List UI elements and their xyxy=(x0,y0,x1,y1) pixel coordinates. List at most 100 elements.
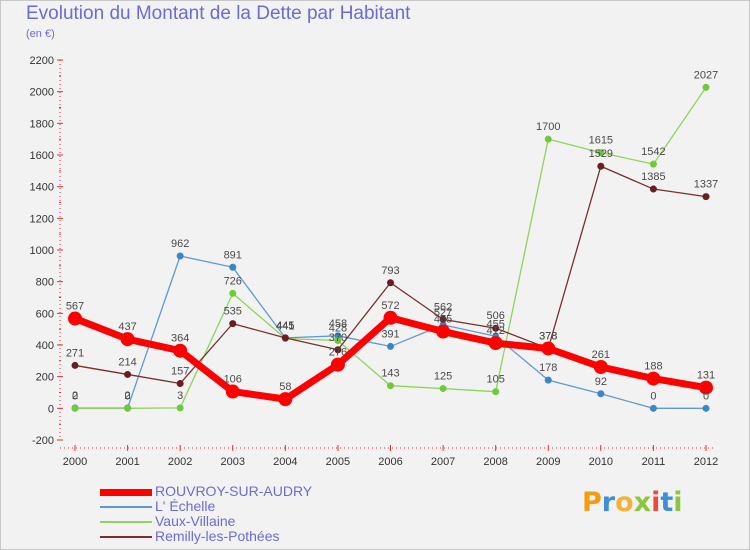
data-point xyxy=(646,371,661,386)
legend-label: L' Échelle xyxy=(155,498,216,514)
logo-letter: t xyxy=(660,487,674,518)
data-label: 445 xyxy=(276,320,294,332)
data-label: 143 xyxy=(381,368,399,380)
x-tick-label: 2002 xyxy=(168,456,192,468)
data-label: 458 xyxy=(329,318,347,330)
data-label: 0 xyxy=(703,390,709,402)
data-point xyxy=(176,252,184,260)
data-point xyxy=(281,334,289,342)
data-label: 0 xyxy=(72,390,78,402)
data-label: 106 xyxy=(224,374,242,386)
data-label: 567 xyxy=(66,301,84,313)
y-tick-label: 400 xyxy=(36,340,54,352)
chart-subtitle: (en €) xyxy=(26,28,55,40)
y-tick-label: 1400 xyxy=(30,182,54,194)
data-point xyxy=(229,289,237,297)
legend-label: Vaux-Villaine xyxy=(155,513,236,529)
logo-letter: i xyxy=(651,487,661,518)
data-label: 214 xyxy=(118,356,136,368)
data-point xyxy=(597,149,605,157)
chart-axes: -200020040060080010001200140016001800200… xyxy=(30,55,719,468)
data-point xyxy=(699,380,713,395)
legend-swatch xyxy=(100,488,152,496)
data-point xyxy=(436,324,451,339)
data-point xyxy=(387,382,394,390)
data-label: 506 xyxy=(486,310,504,322)
data-point xyxy=(387,279,394,287)
data-point xyxy=(334,346,342,354)
legend-swatch xyxy=(100,536,152,538)
series-value-labels: 567 437 364 106 58 276 572 485 412 378 261 188 131 2 2… xyxy=(66,69,718,402)
data-label: 1700 xyxy=(536,121,560,133)
proxiti-logo: Proxiti xyxy=(582,487,683,518)
data-point xyxy=(597,162,605,170)
y-tick-label: 2200 xyxy=(30,55,54,67)
data-label: 92 xyxy=(595,376,607,388)
data-point xyxy=(702,404,710,412)
data-point xyxy=(702,83,710,91)
logo-letter: r xyxy=(601,487,616,518)
y-tick-label: -200 xyxy=(32,435,54,447)
series-lines xyxy=(68,83,713,412)
data-label: 1529 xyxy=(589,148,613,160)
data-label: 1337 xyxy=(694,179,718,191)
data-label: 364 xyxy=(171,333,189,345)
x-tick-label: 2008 xyxy=(483,456,507,468)
data-label: 0 xyxy=(125,390,131,402)
data-point xyxy=(225,384,240,399)
data-label: 527 xyxy=(434,307,452,319)
data-label: 276 xyxy=(329,347,347,359)
data-point xyxy=(702,193,710,201)
data-label: 391 xyxy=(381,328,399,340)
data-point xyxy=(176,404,184,412)
data-label: 378 xyxy=(539,330,557,342)
data-label: 441 xyxy=(276,321,294,333)
y-tick-label: 1800 xyxy=(30,118,54,130)
y-tick-label: 800 xyxy=(36,277,54,289)
data-label: 962 xyxy=(171,238,189,250)
data-label: 1542 xyxy=(641,146,665,158)
x-tick-label: 2012 xyxy=(694,456,718,468)
data-label: 2 xyxy=(125,390,131,402)
data-point xyxy=(330,357,345,372)
data-point xyxy=(383,310,398,325)
data-label: 0 xyxy=(650,390,656,402)
x-tick-label: 2003 xyxy=(221,456,245,468)
data-label: 178 xyxy=(539,362,557,374)
logo-letter: i xyxy=(673,487,683,518)
y-tick-label: 1200 xyxy=(30,213,54,225)
legend-label: Remilly-les-Pothées xyxy=(155,528,280,544)
data-label: 370 xyxy=(329,332,347,344)
data-label: 2 xyxy=(72,390,78,402)
y-tick-label: 1600 xyxy=(30,150,54,162)
legend-label: ROUVROY-SUR-AUDRY xyxy=(155,483,313,499)
x-tick-label: 2007 xyxy=(431,456,455,468)
data-label: 562 xyxy=(434,301,452,313)
data-label: 793 xyxy=(381,265,399,277)
data-point xyxy=(124,404,132,412)
legend-swatch xyxy=(100,506,152,508)
data-point xyxy=(439,385,447,393)
data-label: 1385 xyxy=(641,171,665,183)
data-point xyxy=(439,315,447,323)
data-point xyxy=(488,336,503,351)
data-point xyxy=(229,320,237,328)
data-label: 3 xyxy=(177,390,183,402)
y-tick-label: 2000 xyxy=(30,87,54,99)
data-point xyxy=(544,376,552,384)
data-label: 445 xyxy=(276,320,294,332)
data-point xyxy=(597,390,605,398)
data-label: 378 xyxy=(539,330,557,342)
data-label: 572 xyxy=(381,300,399,312)
y-tick-label: 0 xyxy=(48,403,54,415)
x-tick-label: 2005 xyxy=(326,456,350,468)
data-label: 726 xyxy=(224,275,242,287)
data-point xyxy=(649,404,657,412)
data-label: 131 xyxy=(697,370,715,382)
chart-title: Evolution du Montant de la Dette par Hab… xyxy=(26,3,411,24)
data-label: 455 xyxy=(486,318,504,330)
x-tick-label: 2009 xyxy=(536,456,560,468)
data-point xyxy=(120,332,135,347)
data-point xyxy=(229,263,237,271)
